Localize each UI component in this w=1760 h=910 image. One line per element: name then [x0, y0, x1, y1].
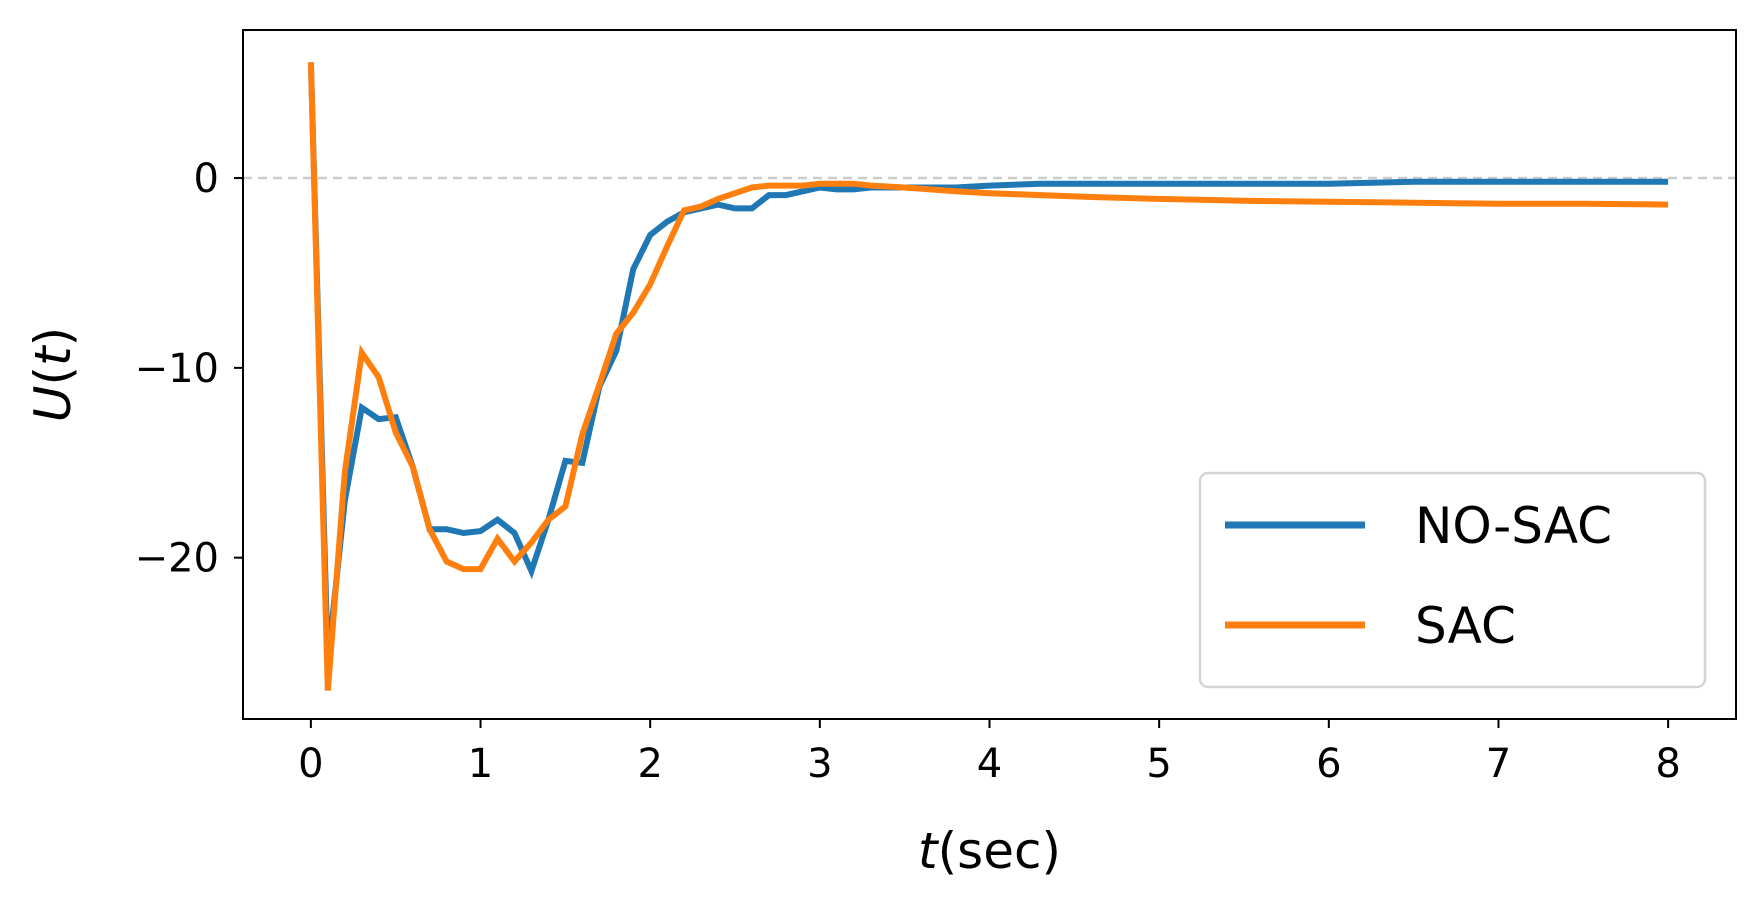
y-tick-label: −20 [135, 536, 219, 582]
y-axis-ticks: 0 −10 −20 [135, 156, 243, 582]
legend-label-no-sac: NO-SAC [1415, 497, 1612, 555]
x-tick-label: 4 [977, 741, 1002, 787]
legend: NO-SAC SAC [1198, 471, 1707, 689]
series-layer [307, 62, 1669, 691]
x-axis-ticks: 0 1 2 3 4 5 6 7 8 [298, 719, 1681, 787]
x-axis-label-var: t [918, 822, 940, 880]
legend-label-sac: SAC [1415, 597, 1516, 655]
x-tick-label: 6 [1316, 741, 1341, 787]
series-line-sac [307, 62, 1669, 691]
y-axis-label-var: U [24, 386, 82, 423]
y-axis-label-open: ( [24, 366, 82, 386]
y-tick-label: 0 [194, 156, 219, 202]
x-tick-label: 1 [468, 741, 493, 787]
y-axis-label: U(t) [24, 327, 82, 422]
y-axis-label-close: ) [24, 327, 82, 347]
x-tick-label: 8 [1655, 741, 1680, 787]
x-tick-label: 2 [637, 741, 662, 787]
x-tick-label: 5 [1146, 741, 1171, 787]
x-axis-label: t(sec) [918, 822, 1061, 880]
y-tick-label: −10 [135, 346, 219, 392]
x-tick-label: 7 [1486, 741, 1511, 787]
x-tick-label: 3 [807, 741, 832, 787]
x-axis-label-unit: (sec) [938, 822, 1061, 880]
y-axis-label-arg: t [24, 344, 82, 366]
x-tick-label: 0 [298, 741, 323, 787]
